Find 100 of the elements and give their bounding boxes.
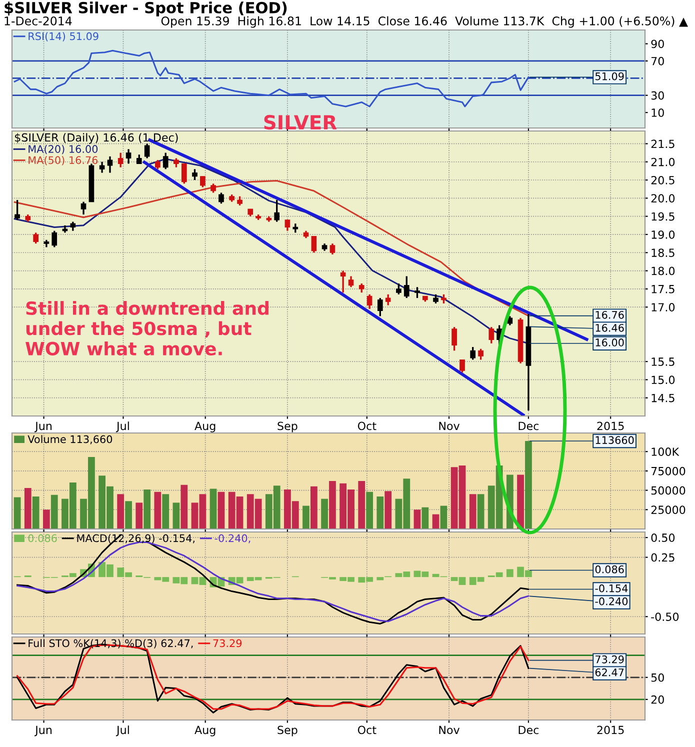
y-tick-label: 20.5 bbox=[651, 176, 674, 184]
annotation: 16.76 bbox=[596, 310, 624, 319]
x-tick-label: Jun bbox=[34, 726, 52, 736]
legend-label: MA(50) 16.76 bbox=[28, 156, 98, 166]
annotation: 16.46 bbox=[596, 324, 624, 332]
annotation: 16.00 bbox=[596, 338, 624, 346]
bar bbox=[32, 496, 40, 529]
y-tick-label: 10 bbox=[652, 108, 664, 117]
legend-label: 0.086 bbox=[28, 534, 57, 542]
candlestick bbox=[396, 282, 402, 296]
y-tick-label: 15.0 bbox=[652, 376, 675, 384]
bar bbox=[358, 481, 366, 529]
bar bbox=[210, 488, 217, 529]
bar bbox=[384, 491, 392, 529]
candlestick bbox=[218, 192, 224, 204]
x-tick-label: Nov bbox=[439, 726, 460, 734]
candlestick bbox=[404, 275, 410, 299]
candlestick bbox=[433, 294, 438, 304]
x-tick-label: Sep bbox=[278, 726, 298, 736]
y-tick-label: 15.5 bbox=[652, 358, 674, 366]
candlestick bbox=[377, 297, 383, 317]
bar bbox=[422, 507, 429, 529]
y-tick-label: 18.0 bbox=[652, 266, 675, 276]
candlestick bbox=[107, 156, 113, 174]
y-tick-label: 20.0 bbox=[651, 194, 675, 203]
bar bbox=[376, 577, 384, 580]
candlestick bbox=[126, 148, 132, 165]
bar bbox=[366, 492, 373, 529]
bar bbox=[42, 510, 50, 529]
bar bbox=[162, 494, 170, 529]
legend-label: -0.240, bbox=[214, 534, 250, 544]
bar bbox=[469, 494, 476, 529]
y-tick-label: 14.5 bbox=[652, 394, 674, 402]
candlestick bbox=[488, 326, 494, 344]
x-tick-label: Sep bbox=[278, 422, 298, 432]
y-tick-label: 50000 bbox=[651, 486, 686, 495]
y-tick-label: 17.5 bbox=[652, 285, 674, 294]
bar bbox=[180, 484, 188, 529]
legend-title: $SILVER (Daily) 16.46 (1 Dec) bbox=[15, 133, 178, 144]
bar bbox=[414, 510, 421, 529]
bar bbox=[440, 506, 448, 529]
annotation: 113660 bbox=[596, 436, 634, 444]
legend-label: 73.29 bbox=[213, 639, 242, 648]
candlestick bbox=[118, 152, 124, 168]
candlestick bbox=[358, 282, 364, 294]
y-tick-label: 18.5 bbox=[652, 248, 674, 258]
y-tick-label: 19.0 bbox=[652, 230, 675, 239]
bar bbox=[144, 490, 151, 529]
legend-label: MA(20) 16.00 bbox=[28, 144, 98, 154]
y-tick-label: 100K bbox=[652, 448, 680, 456]
candlestick bbox=[237, 196, 242, 206]
annotation: Still in a downtrend and under the 50sma , but WOW what a move. bbox=[26, 301, 268, 356]
candlestick bbox=[70, 220, 76, 232]
x-tick-label: Nov bbox=[439, 422, 460, 430]
annotation: -0.154 bbox=[595, 584, 628, 592]
candlestick bbox=[340, 270, 346, 294]
line-series bbox=[14, 50, 530, 108]
y-tick-label: 25000 bbox=[651, 506, 686, 514]
candlestick bbox=[311, 235, 317, 254]
y-tick-label: 19.5 bbox=[652, 212, 674, 221]
candlestick bbox=[452, 326, 457, 352]
chart-title: $SILVER Silver - Spot Price (EOD) bbox=[4, 2, 287, 16]
annotation: 62.47 bbox=[595, 668, 624, 676]
x-tick-label: Dec bbox=[518, 422, 539, 430]
y-tick-label: 21.5 bbox=[651, 140, 674, 148]
annotation: SILVER bbox=[264, 114, 337, 130]
bar bbox=[310, 486, 318, 529]
line-series bbox=[14, 180, 530, 317]
annotation: 73.29 bbox=[596, 655, 624, 664]
y-tick-label: 20 bbox=[651, 695, 664, 704]
legend-label: RSI(14) 51.09 bbox=[28, 32, 98, 42]
x-tick-label: Aug bbox=[194, 726, 216, 736]
candlestick bbox=[14, 199, 20, 221]
x-tick-label: Oct bbox=[358, 422, 376, 430]
chart-subtitle: 1-Dec-2014 bbox=[4, 16, 72, 26]
x-tick-label: Jun bbox=[34, 422, 52, 432]
bar bbox=[506, 569, 514, 578]
candlestick bbox=[284, 219, 290, 232]
y-tick-label: 30 bbox=[651, 91, 664, 100]
bar bbox=[117, 494, 124, 529]
x-tick-label: 2015 bbox=[597, 726, 624, 734]
bar bbox=[376, 496, 384, 529]
legend-label: Volume 113,660 bbox=[28, 435, 112, 444]
bar bbox=[172, 502, 180, 529]
annotation: 0.086 bbox=[595, 565, 624, 574]
text: Open 15.39 High 16.81 Low 14.15 Close 16.46 Volume 113.7K Chg +1.00 (+6.50%) ▲ bbox=[161, 16, 688, 28]
bar bbox=[125, 501, 132, 529]
x-tick-label: Jul bbox=[116, 726, 129, 736]
y-tick-label: 70 bbox=[651, 56, 664, 66]
candlestick bbox=[460, 358, 465, 374]
bar bbox=[432, 514, 440, 529]
candlestick bbox=[366, 294, 372, 310]
bar bbox=[50, 494, 58, 529]
y-tick-label: -0.50 bbox=[651, 612, 679, 621]
y-tick-label: 0.25 bbox=[651, 553, 674, 562]
y-tick-label: 17.0 bbox=[652, 303, 675, 312]
candlestick bbox=[200, 176, 206, 188]
candlestick bbox=[478, 348, 484, 361]
candlestick bbox=[414, 286, 420, 299]
bar bbox=[321, 498, 328, 529]
